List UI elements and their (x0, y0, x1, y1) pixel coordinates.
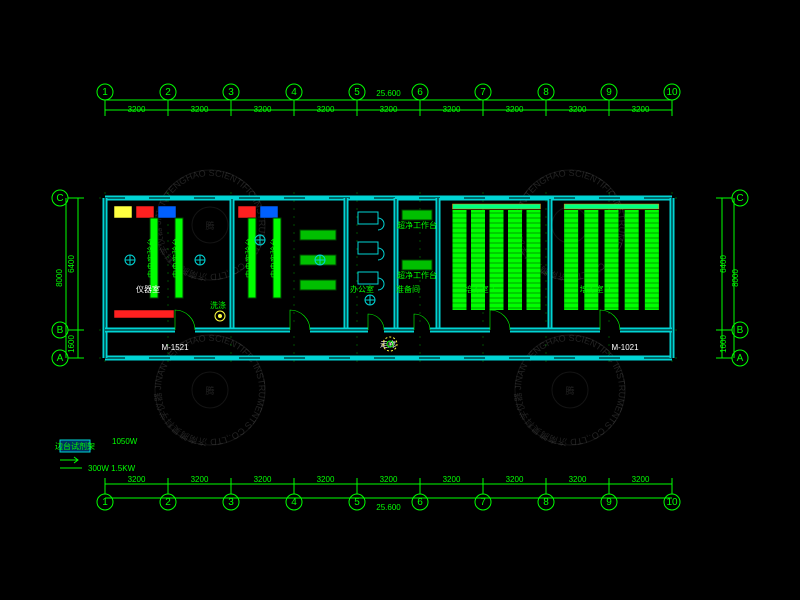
svg-text:3200: 3200 (569, 475, 587, 484)
svg-text:4: 4 (291, 497, 297, 508)
svg-text:C: C (736, 193, 743, 204)
label-lab1: 仪器室 (136, 284, 160, 294)
label-win2: M-1021 (611, 343, 639, 352)
svg-text:腾: 腾 (565, 385, 574, 396)
svg-text:中央实验台: 中央实验台 (269, 238, 279, 278)
svg-text:C: C (56, 193, 63, 204)
svg-text:超净工作台: 超净工作台 (397, 220, 437, 230)
shelf (625, 210, 639, 310)
svg-text:A: A (57, 353, 64, 364)
svg-text:25.600: 25.600 (376, 503, 401, 512)
shelf (508, 210, 522, 310)
bench (300, 230, 336, 240)
svg-text:6: 6 (417, 497, 423, 508)
svg-text:3200: 3200 (191, 475, 209, 484)
svg-text:中央实验台: 中央实验台 (146, 238, 156, 278)
shelf (453, 210, 467, 310)
label-pcr: 办公室 (350, 284, 374, 294)
label-cult1: 培养室 1 (465, 284, 496, 294)
svg-text:9: 9 (606, 87, 612, 98)
label-prep: 准备间 (396, 284, 420, 294)
svg-text:8: 8 (543, 87, 549, 98)
svg-text:9: 9 (606, 497, 612, 508)
svg-text:1050W: 1050W (112, 437, 138, 446)
cad-floorplan: JINAN TENGHAO SCIENTIFIC INSTRUMENTS CO.… (0, 0, 800, 600)
svg-text:3200: 3200 (254, 475, 272, 484)
svg-text:B: B (57, 325, 64, 336)
svg-text:1600: 1600 (67, 335, 76, 353)
svg-text:2: 2 (165, 87, 171, 98)
svg-text:A: A (737, 353, 744, 364)
svg-text:洗涤: 洗涤 (210, 300, 226, 310)
svg-text:中央实验台: 中央实验台 (244, 238, 254, 278)
svg-text:7: 7 (480, 497, 486, 508)
label-win1: M-1521 (161, 343, 189, 352)
svg-text:边台试剂架: 边台试剂架 (55, 441, 95, 451)
svg-text:25.600: 25.600 (376, 89, 401, 98)
svg-text:4: 4 (291, 87, 297, 98)
shelf (605, 210, 619, 310)
label-corridor: 走廊 (380, 339, 396, 349)
svg-text:3200: 3200 (380, 475, 398, 484)
cabinet (238, 206, 256, 218)
svg-text:1600: 1600 (719, 335, 728, 353)
bench (300, 280, 336, 290)
svg-text:中央实验台: 中央实验台 (171, 238, 181, 278)
svg-text:腾: 腾 (205, 220, 214, 231)
svg-text:6: 6 (417, 87, 423, 98)
svg-text:5: 5 (354, 87, 360, 98)
svg-text:5: 5 (354, 497, 360, 508)
shelf (471, 210, 485, 310)
svg-text:7: 7 (480, 87, 486, 98)
shelf (584, 210, 598, 310)
svg-text:3200: 3200 (632, 475, 650, 484)
bench (402, 260, 432, 270)
svg-text:3200: 3200 (128, 475, 146, 484)
shelf (490, 210, 504, 310)
svg-text:10: 10 (666, 87, 678, 98)
shelf (645, 210, 659, 310)
svg-text:6400: 6400 (67, 255, 76, 273)
svg-text:3: 3 (228, 497, 234, 508)
svg-text:8000: 8000 (55, 269, 64, 287)
shelf (564, 210, 578, 310)
svg-text:B: B (737, 325, 744, 336)
shelf (527, 210, 541, 310)
svg-text:腾: 腾 (205, 385, 214, 396)
cabinet (114, 206, 132, 218)
svg-text:1: 1 (102, 497, 108, 508)
svg-text:8: 8 (543, 497, 549, 508)
svg-text:3200: 3200 (506, 475, 524, 484)
cabinet (260, 206, 278, 218)
cabinet (136, 206, 154, 218)
svg-text:6400: 6400 (719, 255, 728, 273)
svg-text:2: 2 (165, 497, 171, 508)
svg-text:3200: 3200 (443, 475, 461, 484)
svg-text:3200: 3200 (317, 475, 335, 484)
cabinet (114, 310, 174, 318)
label-cult2: 培养室 2 (580, 284, 611, 294)
bench (402, 210, 432, 220)
svg-text:3: 3 (228, 87, 234, 98)
cabinet (158, 206, 176, 218)
svg-text:10: 10 (666, 497, 678, 508)
svg-text:300W 1.5KW: 300W 1.5KW (88, 464, 136, 473)
svg-text:超净工作台: 超净工作台 (397, 270, 437, 280)
svg-text:8000: 8000 (731, 269, 740, 287)
svg-text:1: 1 (102, 87, 108, 98)
